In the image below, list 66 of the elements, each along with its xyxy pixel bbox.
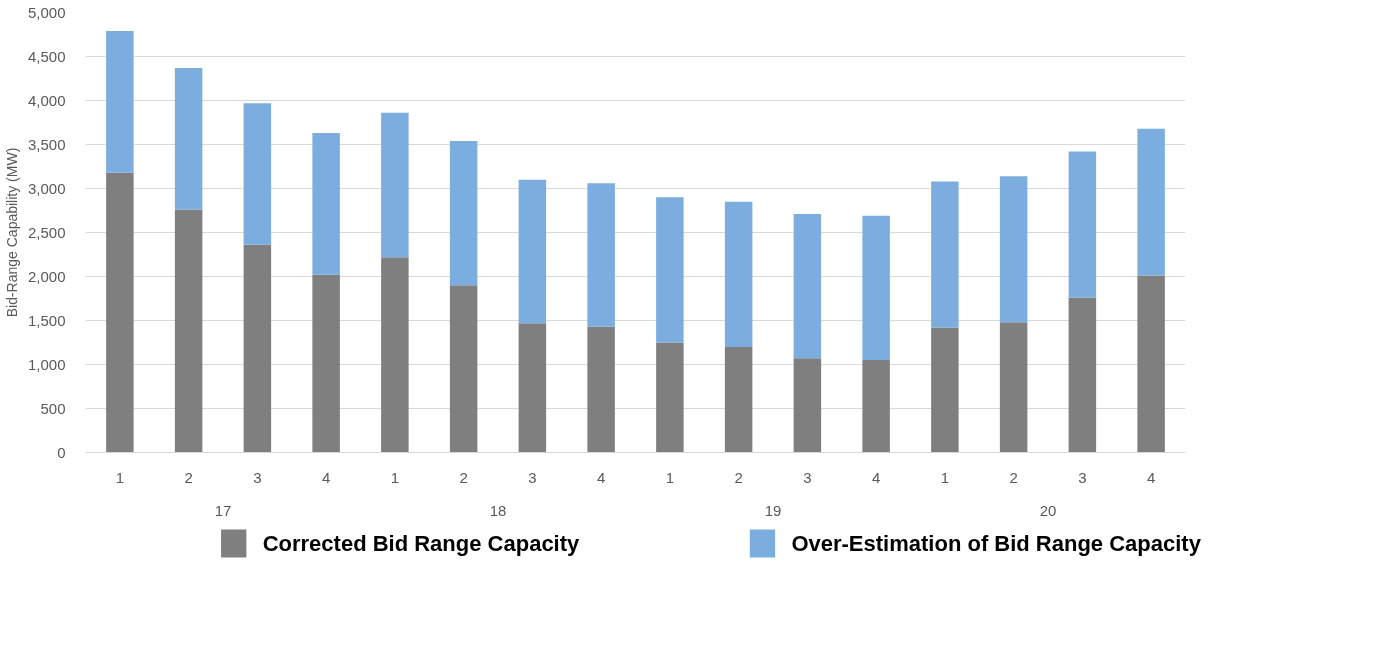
bar xyxy=(518,179,547,324)
x-tick-label: 4 xyxy=(321,468,331,486)
y-tick-label: 5,000 xyxy=(27,3,66,21)
x-tick-label: 4 xyxy=(871,468,881,486)
bar xyxy=(999,322,1028,453)
bar xyxy=(518,323,547,453)
x-tick-label: 3 xyxy=(1078,468,1087,486)
bar xyxy=(1137,275,1165,453)
bar xyxy=(656,342,684,453)
bar xyxy=(793,214,822,359)
y-tick-label: 1,500 xyxy=(27,311,66,329)
bar xyxy=(793,358,822,453)
text: 19 xyxy=(764,501,782,519)
x-tick-label: 2 xyxy=(459,468,468,486)
bar xyxy=(724,201,753,347)
y-tick-label: 3,500 xyxy=(27,135,66,153)
bar xyxy=(381,257,409,453)
x-tick-label: 2 xyxy=(184,468,193,486)
bar xyxy=(449,285,478,453)
y-tick-label: 3,000 xyxy=(27,179,66,197)
bar xyxy=(1137,128,1165,276)
text: 18 xyxy=(489,501,507,519)
legend-label: Corrected Bid Range Capacity xyxy=(262,531,581,556)
y-axis-title: Bid-Range Capability (MW) xyxy=(3,147,20,318)
y-tick-label: 4,500 xyxy=(27,47,66,65)
y-tick-label: 1,000 xyxy=(27,355,66,373)
legend-label: Over-Estimation of Bid Range Capacity xyxy=(791,531,1202,556)
bar xyxy=(243,244,272,453)
bar xyxy=(106,172,134,453)
bar xyxy=(449,140,478,286)
x-tick-label: 3 xyxy=(803,468,812,486)
bar xyxy=(724,346,753,453)
x-tick-label: 3 xyxy=(528,468,537,486)
bar xyxy=(862,215,890,361)
bar xyxy=(656,197,684,343)
y-tick-label: 2,500 xyxy=(27,223,66,241)
bar xyxy=(1068,151,1097,298)
bar xyxy=(1068,297,1097,453)
bar xyxy=(381,112,409,258)
bar xyxy=(587,326,615,453)
x-tick-label: 2 xyxy=(734,468,743,486)
x-tick-label: 4 xyxy=(1146,468,1156,486)
text: 17 xyxy=(214,501,232,519)
x-tick-label: 1 xyxy=(940,468,950,486)
bar xyxy=(174,67,203,210)
bar xyxy=(862,360,890,453)
bar xyxy=(312,133,340,275)
bar xyxy=(999,176,1028,323)
x-tick-label: 3 xyxy=(253,468,262,486)
bar xyxy=(931,181,959,328)
bar xyxy=(312,274,340,453)
text: 20 xyxy=(1039,501,1057,519)
y-tick-label: 2,000 xyxy=(27,267,66,285)
x-tick-label: 4 xyxy=(596,468,606,486)
bar xyxy=(243,103,272,245)
y-tick-label: 500 xyxy=(40,399,66,417)
bar xyxy=(106,30,134,173)
x-tick-label: 2 xyxy=(1009,468,1018,486)
bar xyxy=(931,327,959,453)
x-tick-label: 1 xyxy=(665,468,675,486)
bar xyxy=(174,209,203,453)
x-tick-label: 1 xyxy=(390,468,400,486)
x-tick-label: 1 xyxy=(115,468,125,486)
y-tick-label: 4,000 xyxy=(27,91,66,109)
bar xyxy=(587,183,615,327)
y-tick-label: 0 xyxy=(57,443,66,461)
